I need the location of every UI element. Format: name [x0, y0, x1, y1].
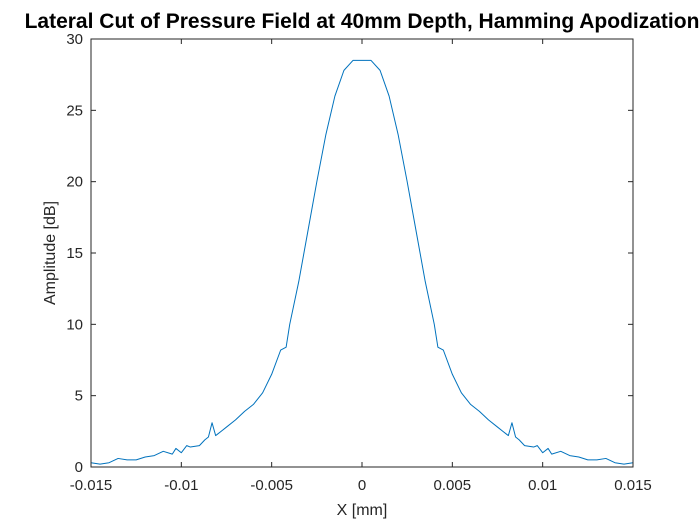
x-axis-label: X [mm]: [337, 502, 388, 519]
chart-title: Lateral Cut of Pressure Field at 40mm De…: [25, 10, 700, 33]
y-tick-label: 25: [66, 102, 83, 119]
x-tick-label: 0.01: [528, 477, 557, 494]
series-line: [90, 59, 634, 465]
y-tick-label: 15: [66, 245, 83, 262]
x-tick-label: -0.01: [164, 477, 198, 494]
y-axis-label: Amplitude [dB]: [42, 201, 59, 305]
y-tick-label: 10: [66, 316, 83, 333]
y-tick-label: 5: [75, 388, 83, 405]
axes-box: [90, 38, 634, 468]
x-tick-label: 0.015: [614, 477, 652, 494]
y-tick-label: 0: [75, 459, 83, 476]
plot-area: [91, 39, 633, 467]
x-tick-label: -0.005: [250, 477, 293, 494]
x-tick-label: 0.005: [434, 477, 472, 494]
y-tick-label: 30: [66, 31, 83, 48]
y-tick-label: 20: [66, 174, 83, 191]
x-tick-label: -0.015: [70, 477, 113, 494]
tick-labels: -0.015 -0.01 -0.005 0 0.005 0.01 0.015 0 5 10 15 20…: [66, 31, 651, 494]
x-tick-label: 0: [358, 477, 366, 494]
